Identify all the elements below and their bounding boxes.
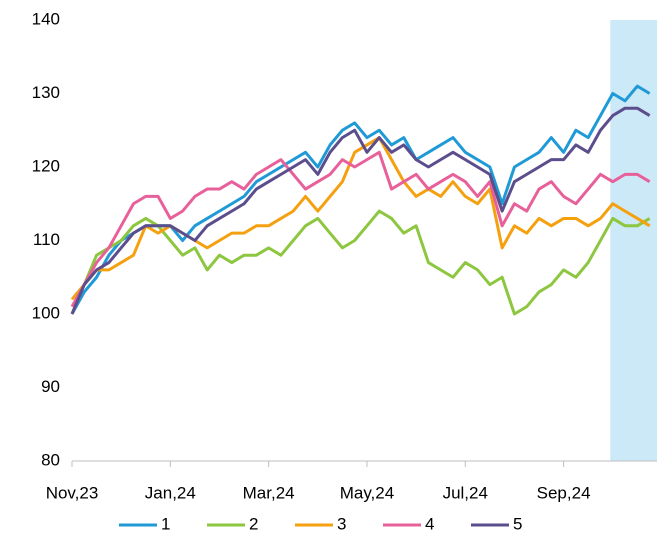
y-tick-label: 120 <box>32 156 60 175</box>
x-tick-label: Mar,24 <box>243 483 295 502</box>
series-line <box>70 106 651 315</box>
y-tick-label: 80 <box>41 450 60 469</box>
series-line <box>70 209 651 316</box>
legend-label: 3 <box>337 514 346 533</box>
x-tick-label: Jan,24 <box>145 483 196 502</box>
legend-label: 5 <box>513 514 522 533</box>
legend-label: 1 <box>161 514 170 533</box>
series-line <box>70 150 651 308</box>
x-tick-label: Nov,23 <box>46 483 99 502</box>
x-tick-label: Jul,24 <box>443 483 488 502</box>
y-tick-label: 90 <box>41 377 60 396</box>
legend-label: 4 <box>425 514 434 533</box>
y-tick-label: 140 <box>32 9 60 28</box>
y-tick-label: 130 <box>32 83 60 102</box>
y-tick-label: 100 <box>32 303 60 322</box>
y-tick-label: 110 <box>33 230 60 249</box>
x-tick-label: Sep,24 <box>537 483 591 502</box>
legend-label: 2 <box>249 514 258 533</box>
shaded-region <box>610 20 657 461</box>
x-tick-label: May,24 <box>340 483 395 502</box>
